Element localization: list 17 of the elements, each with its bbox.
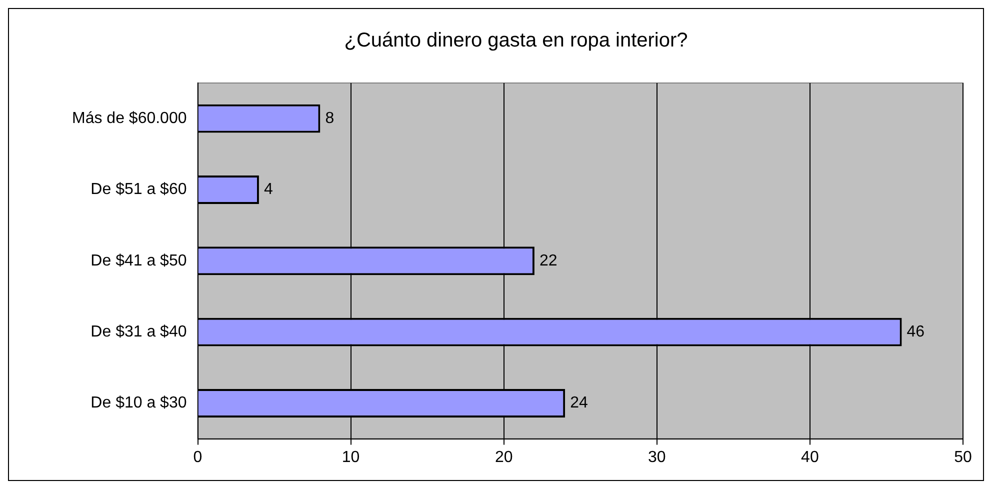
data-label: 24 [570,394,588,412]
data-label: 4 [264,181,273,198]
x-tick-label: 40 [801,448,819,466]
x-tick-label: 10 [342,448,360,466]
x-tick-label: 0 [193,448,202,466]
y-tick-label: De $41 a $50 [90,252,187,270]
y-tick-label: De $10 a $30 [90,394,187,412]
x-tick-label: 20 [494,448,513,466]
y-tick-label: De $51 a $60 [90,181,187,198]
data-label: 8 [325,110,334,127]
x-tick-label: 50 [954,448,972,466]
chart-title: ¿Cuánto dinero gasta en ropa interior? [344,30,688,52]
data-label: 46 [906,323,925,340]
y-tick-label: Más de $60.000 [72,110,187,127]
y-tick-label: De $31 a $40 [90,323,187,340]
x-tick-label: 30 [648,448,666,466]
data-label: 22 [539,252,558,270]
